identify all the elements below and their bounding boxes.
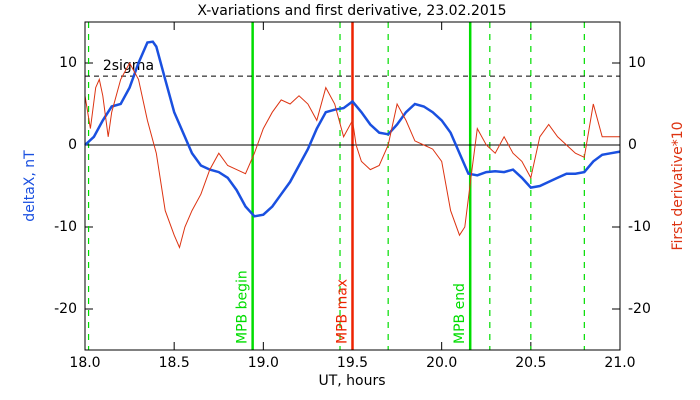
x-axis-label: UT, hours [318,373,385,389]
vertical-line-label: MPB begin [235,270,251,344]
y-tick-label: -10 [54,219,77,235]
series-line [84,61,620,250]
chart-title: X-variations and first derivative, 23.02… [197,3,506,19]
y2-tick-label: -20 [628,301,651,317]
x-tick-label: 21.0 [604,355,635,371]
vertical-line-label: MPB end [452,283,468,344]
vertical-line-label: MPB max [335,279,351,344]
y2-axis-label: First derivative*10 [670,121,686,250]
y-tick-label: 0 [68,137,77,153]
plot-frame [84,21,621,351]
series-line [84,40,621,218]
y2-tick-label: 10 [628,55,646,71]
y2-tick-label: -10 [628,219,651,235]
x-tick-label: 20.5 [515,355,546,371]
y-axis-label: deltaX, nT [22,150,38,222]
x-tick-label: 18.0 [69,355,100,371]
x-tick-label: 19.0 [248,355,279,371]
y2-tick-label: 0 [628,137,637,153]
y-tick-label: -20 [54,301,77,317]
x-tick-label: 18.5 [159,355,190,371]
x-tick-label: 19.5 [337,355,368,371]
x-tick-label: 20.0 [426,355,457,371]
y-tick-label: 10 [59,55,77,71]
